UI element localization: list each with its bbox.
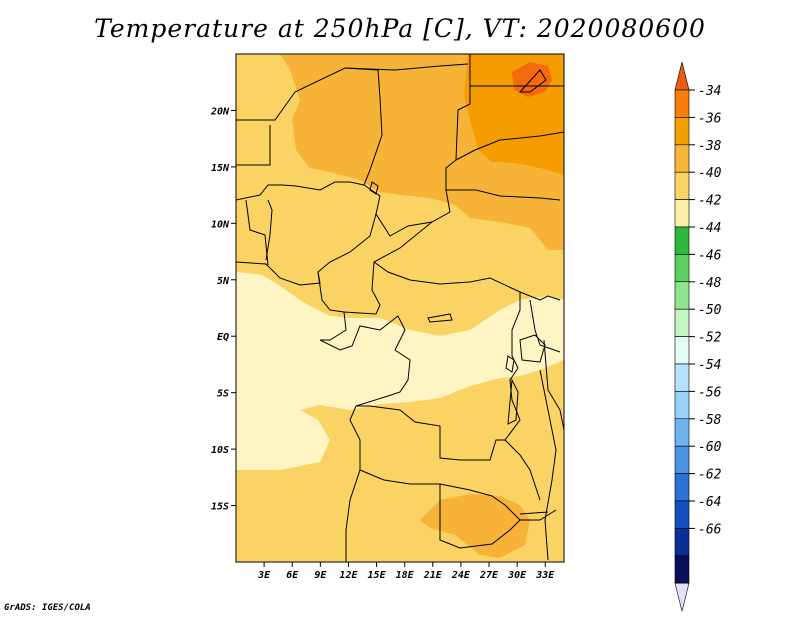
colorbar-segment <box>674 418 690 447</box>
lon-tick-label: 24E <box>451 570 471 581</box>
colorbar-label: -40 <box>698 166 722 181</box>
lon-tick-label: 3E <box>257 570 271 581</box>
colorbar-label: -52 <box>698 331 722 346</box>
colorbar-segment <box>674 89 690 118</box>
colorbar-label: -64 <box>698 495 721 510</box>
colorbar-label: -62 <box>698 468 722 483</box>
colorbar-label: -58 <box>698 413 722 428</box>
lon-tick-label: 9E <box>314 570 327 581</box>
lon-tick-label: 15E <box>368 570 387 581</box>
lat-tick-label: 15N <box>211 163 230 174</box>
colorbar-segment <box>674 254 690 283</box>
colorbar-segment <box>674 308 690 337</box>
lon-tick-label: 21E <box>423 570 443 581</box>
field-band-38-south <box>420 494 530 558</box>
colorbar-segment <box>674 528 690 557</box>
colorbar-label: -50 <box>698 303 722 318</box>
field-band-42-light <box>236 272 564 470</box>
colorbar-segment <box>674 500 690 529</box>
lon-tick-label: 6E <box>286 570 299 581</box>
colorbar-arrow-top <box>674 61 690 91</box>
map-title: Temperature at 250hPa [C], VT: 202008060… <box>94 14 706 43</box>
temperature-field <box>236 54 564 562</box>
colorbar-arrow-bottom <box>674 582 690 612</box>
colorbar-label: -48 <box>698 276 722 291</box>
colorbar-label: -38 <box>698 139 722 154</box>
lon-tick-label: 33E <box>535 570 555 581</box>
colorbar-segment <box>674 226 690 255</box>
colorbar-label: -60 <box>698 440 722 455</box>
colorbar-segment <box>674 336 690 365</box>
lat-tick-label: 5N <box>217 276 230 287</box>
colorbar-segment <box>674 445 690 474</box>
colorbar: -34 -36 -38 -40 -42 -44 -46 -48 -50 -52 -54 -56 -58 -… <box>674 61 722 612</box>
colorbar-label: -66 <box>698 522 722 537</box>
lat-tick-label: 15S <box>211 502 229 513</box>
colorbar-segment <box>674 473 690 502</box>
colorbar-segment <box>674 363 690 392</box>
colorbar-segment <box>674 117 690 146</box>
lat-tick-label: 10N <box>211 219 230 230</box>
colorbar-segment <box>674 199 690 228</box>
longitude-axis: 3E 6E 9E 12E 15E 18E 21E 24E 27E 30E 33E <box>257 562 555 581</box>
grads-credit: GrADS: IGES/COLA <box>4 603 91 613</box>
colorbar-segment <box>674 391 690 420</box>
colorbar-segment <box>674 555 690 584</box>
colorbar-label: -56 <box>698 385 722 400</box>
latitude-axis: 20N 15N 10N 5N EQ 5S 10S 15S <box>210 106 236 513</box>
lon-tick-label: 18E <box>396 570 415 581</box>
colorbar-label: -34 <box>698 84 721 99</box>
colorbar-segment <box>674 171 690 200</box>
colorbar-segment <box>674 281 690 310</box>
colorbar-label: -42 <box>698 194 722 209</box>
colorbar-segment <box>674 144 690 173</box>
colorbar-label: -44 <box>698 221 721 236</box>
colorbar-label: -46 <box>698 248 722 263</box>
lat-tick-label: 5S <box>217 389 229 400</box>
country-borders <box>236 54 564 562</box>
lon-tick-label: 30E <box>507 570 527 581</box>
colorbar-label: -36 <box>698 111 722 126</box>
lat-tick-label: 20N <box>210 106 230 117</box>
colorbar-label: -54 <box>698 358 721 373</box>
lon-tick-label: 12E <box>339 570 358 581</box>
lat-tick-label: EQ <box>217 332 229 343</box>
map-frame <box>235 53 565 563</box>
lat-tick-label: 10S <box>211 445 229 456</box>
lon-tick-label: 27E <box>479 570 499 581</box>
